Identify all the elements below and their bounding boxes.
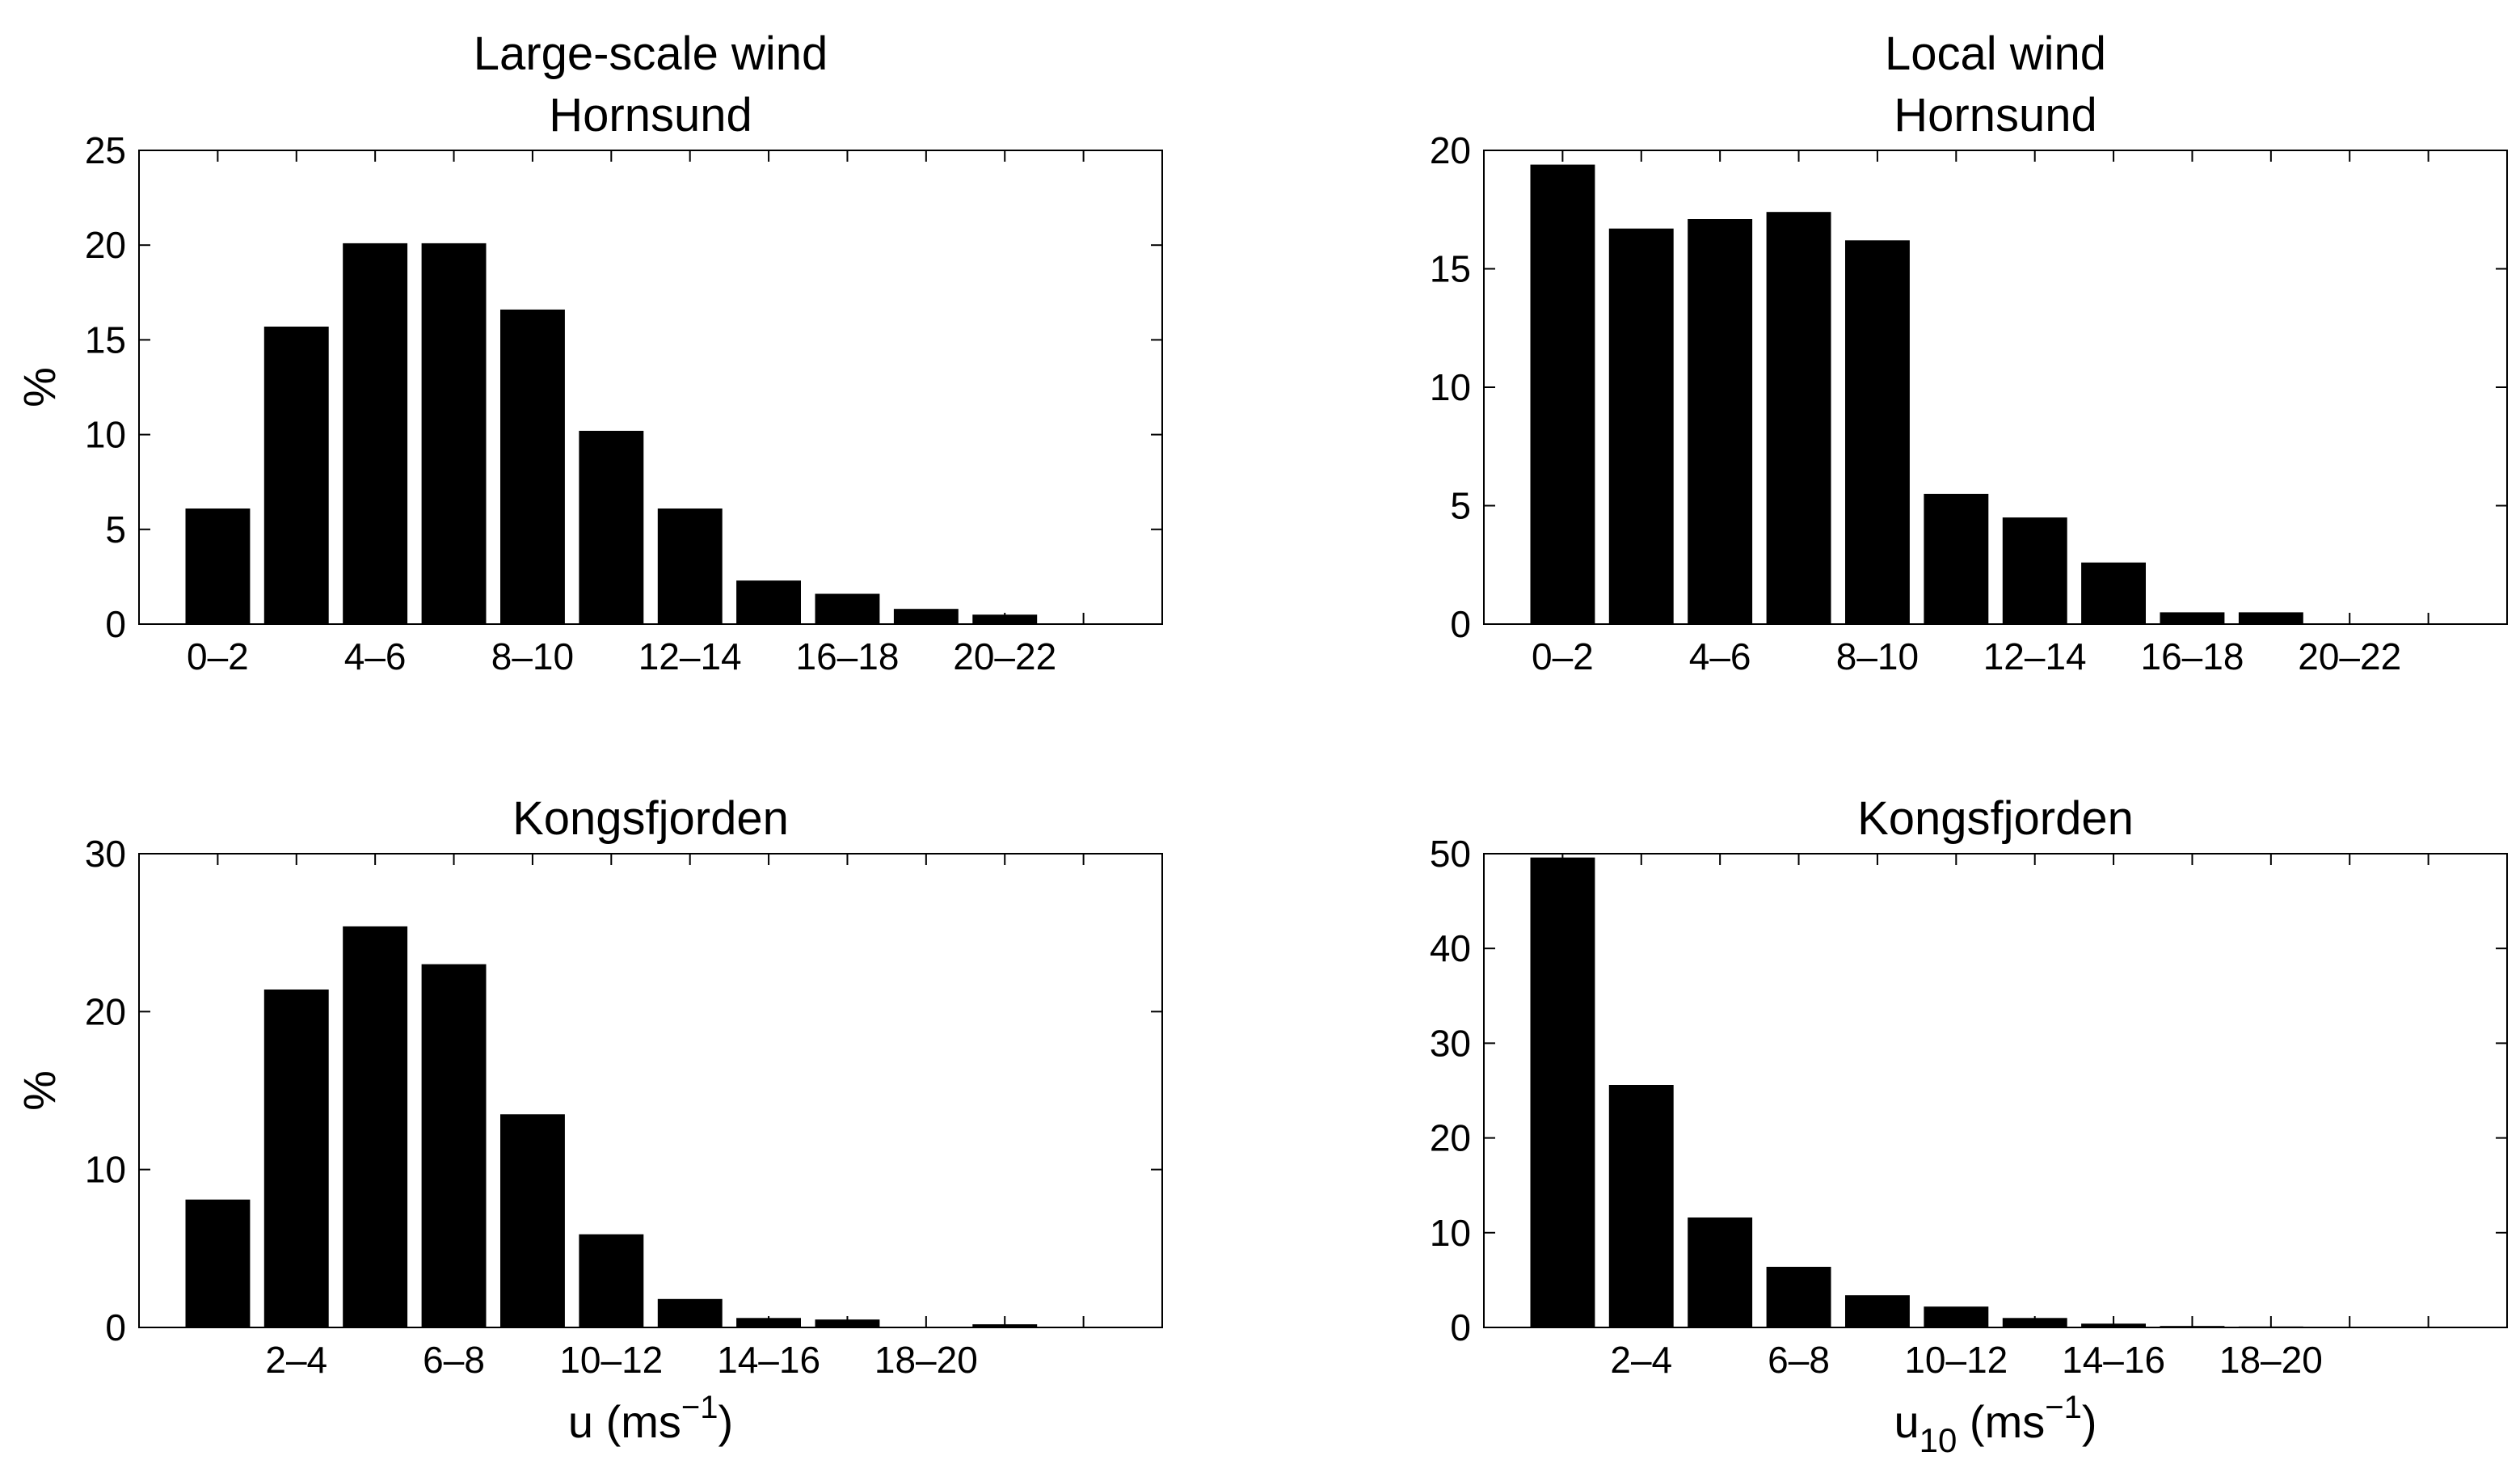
- plot-frame: [138, 150, 1163, 625]
- x-tick-label: 20–22: [953, 635, 1056, 677]
- bar-8–10: [500, 309, 565, 624]
- y-tick-label: 20: [1430, 129, 1471, 171]
- bar-6–8: [421, 964, 487, 1327]
- chart-title: Kongsfjorden: [1857, 792, 2134, 845]
- chart-panel-2: 0 5 10 15 20 0–2 4–6 8–10 12–14 16–18 20–22 Local w…: [1430, 27, 2508, 677]
- bar-0–2: [1530, 857, 1595, 1327]
- x-tick-label: 6–8: [1768, 1339, 1830, 1381]
- y-tick-label: 25: [85, 129, 126, 171]
- x-tick-label: 14–16: [2062, 1339, 2165, 1381]
- bar-4–6: [343, 243, 408, 624]
- y-tick-label: 30: [1430, 1022, 1471, 1064]
- y-tick-label: 15: [85, 319, 126, 361]
- bar-0–2: [185, 509, 251, 624]
- chart-title: Kongsfjorden: [512, 792, 789, 845]
- x-tick-label: 18–20: [874, 1339, 978, 1381]
- x-tick-label: 20–22: [2298, 635, 2401, 677]
- y-tick-label: 50: [1430, 833, 1471, 875]
- bar-2–4: [263, 327, 329, 624]
- x-tick-label: 4–6: [344, 635, 407, 677]
- y-tick-label: 5: [105, 509, 126, 551]
- x-tick-label: 0–2: [1532, 635, 1594, 677]
- x-tick-label: 6–8: [423, 1339, 485, 1381]
- y-tick-label: 10: [85, 414, 126, 456]
- x-tick-label: 8–10: [1836, 635, 1919, 677]
- chart-title: Hornsund: [1894, 89, 2096, 141]
- chart-panel-1: 0 5 10 15 20 25 0–2 4–6 8–10 12–14 16–18 20–22 Large…: [14, 27, 1163, 677]
- bar-12–14: [657, 509, 723, 624]
- bar-10–12: [579, 1234, 644, 1327]
- x-tick-label: 2–4: [1610, 1339, 1672, 1381]
- bar-4–6: [343, 926, 408, 1327]
- y-tick-label: 0: [1450, 1306, 1471, 1348]
- y-tick-label: 0: [105, 1306, 126, 1348]
- chart-title: Local wind: [1885, 27, 2106, 80]
- x-tick-label: 0–2: [187, 635, 249, 677]
- y-tick-label: 15: [1430, 248, 1471, 290]
- chart-panel-3: 0 10 20 30 2–4 6–8 10–12 14–16 18–20 Kongsfjorden…: [14, 792, 1163, 1447]
- x-tick-label: 14–16: [717, 1339, 820, 1381]
- y-tick-label: 20: [85, 224, 126, 266]
- bar-8–10: [500, 1114, 565, 1327]
- plot-frame: [138, 853, 1163, 1328]
- x-tick-label: 16–18: [2141, 635, 2244, 677]
- y-tick-label: 0: [1450, 603, 1471, 645]
- chart-title: Large-scale wind: [474, 27, 828, 80]
- y-tick-label: 0: [105, 603, 126, 645]
- x-tick-label: 18–20: [2219, 1339, 2323, 1381]
- chart-title: Hornsund: [549, 89, 752, 141]
- bar-4–6: [1688, 219, 1753, 624]
- x-tick-label: 8–10: [491, 635, 574, 677]
- x-tick-label: 16–18: [796, 635, 900, 677]
- x-tick-label: 10–12: [559, 1339, 663, 1381]
- x-tick-label: 12–14: [638, 635, 742, 677]
- y-axis-label: %: [14, 1070, 65, 1111]
- x-axis-label: u10 (ms−1): [1894, 1390, 2097, 1459]
- y-tick-label: 30: [85, 833, 126, 875]
- bar-10–12: [1924, 493, 1989, 624]
- y-tick-label: 20: [85, 990, 126, 1032]
- bar-8–10: [1845, 240, 1910, 624]
- y-axis-label: %: [14, 367, 65, 407]
- bar-12–14: [2002, 517, 2067, 624]
- bar-2–4: [1608, 1085, 1674, 1327]
- y-tick-label: 40: [1430, 927, 1471, 969]
- x-tick-label: 2–4: [265, 1339, 327, 1381]
- plot-frame: [1483, 853, 2508, 1328]
- bar-0–2: [185, 1199, 251, 1327]
- y-tick-label: 10: [1430, 1212, 1471, 1254]
- chart-panel-4: 0 10 20 30 40 50 2–4 6–8 10–12 14–16 18–20 Kongsfjo…: [1430, 792, 2508, 1459]
- bar-0–2: [1530, 164, 1595, 625]
- bar-6–8: [1766, 212, 1831, 624]
- bar-4–6: [1688, 1217, 1753, 1327]
- y-tick-label: 20: [1430, 1117, 1471, 1159]
- y-tick-label: 5: [1450, 485, 1471, 527]
- x-tick-label: 12–14: [1983, 635, 2087, 677]
- y-tick-label: 10: [1430, 366, 1471, 408]
- y-tick-label: 10: [85, 1149, 126, 1191]
- x-axis-label: u (ms−1): [568, 1390, 733, 1447]
- bar-2–4: [1608, 228, 1674, 624]
- x-tick-label: 10–12: [1904, 1339, 2008, 1381]
- bar-2–4: [263, 990, 329, 1327]
- x-tick-label: 4–6: [1689, 635, 1751, 677]
- bar-10–12: [579, 430, 644, 624]
- bar-6–8: [421, 243, 487, 624]
